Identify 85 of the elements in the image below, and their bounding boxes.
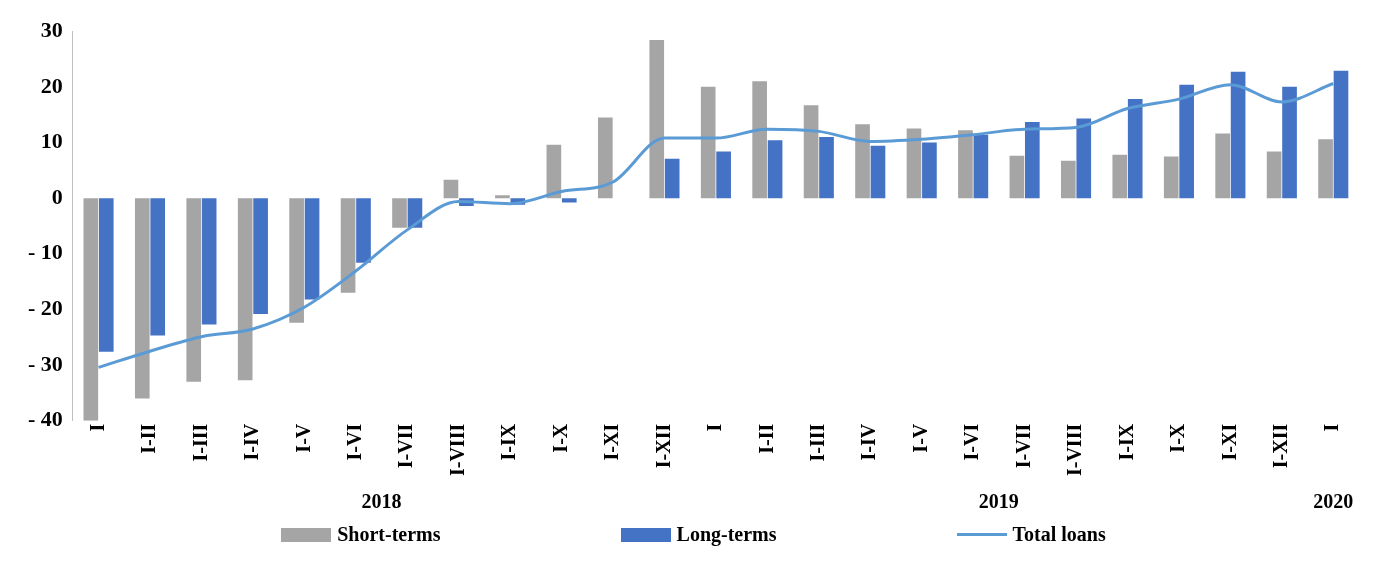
legend-label: Short-terms xyxy=(337,523,441,546)
x-tick-label: I-VII xyxy=(1011,423,1034,469)
bar xyxy=(443,179,459,199)
y-tick-label: - 20 xyxy=(28,295,63,321)
bar xyxy=(98,198,114,352)
x-tick-label: I-VII xyxy=(394,423,417,469)
text: 2019 xyxy=(978,490,1019,513)
bar xyxy=(1282,86,1297,199)
bar xyxy=(664,158,680,199)
bar xyxy=(356,198,371,263)
bar xyxy=(495,195,510,199)
bar xyxy=(973,134,989,199)
bar xyxy=(237,198,253,381)
y-tick-label: - 30 xyxy=(28,350,63,376)
bar xyxy=(870,145,886,199)
x-tick-label: I-IX xyxy=(1114,423,1137,461)
bar xyxy=(253,198,268,314)
bar xyxy=(134,198,150,399)
y-tick-label: 20 xyxy=(40,72,63,98)
bar xyxy=(1163,156,1179,199)
x-tick-label: I-IV xyxy=(240,423,263,461)
x-tick-label: I-XI xyxy=(600,423,623,461)
bar xyxy=(1179,84,1194,199)
x-tick-label: I-VI xyxy=(960,423,983,461)
y-tick-label: 10 xyxy=(40,128,63,154)
x-tick-label: I-II xyxy=(754,423,777,454)
bar xyxy=(1009,155,1025,199)
x-tick-label: I-X xyxy=(548,423,571,453)
x-tick-label: I-V xyxy=(908,423,931,453)
bar xyxy=(304,198,320,300)
y-tick-label: 30 xyxy=(40,16,63,42)
x-tick-label: I-VI xyxy=(342,423,365,461)
x-tick-label: I-IX xyxy=(497,423,520,461)
bar xyxy=(83,198,99,421)
bar xyxy=(700,86,716,199)
bar xyxy=(1333,70,1349,199)
bar xyxy=(803,105,819,199)
bar xyxy=(1215,133,1230,199)
bar xyxy=(752,81,767,199)
bar xyxy=(1318,139,1333,199)
bar xyxy=(289,198,304,323)
text: 2020 xyxy=(1313,490,1354,513)
x-tick-label: I-II xyxy=(137,423,160,454)
x-tick-label: I xyxy=(703,423,726,432)
bar xyxy=(597,117,613,199)
x-tick-label: I-XII xyxy=(1269,423,1291,469)
x-tick-label: I-XI xyxy=(1217,423,1240,461)
x-tick-label: I-XII xyxy=(651,423,674,469)
bar xyxy=(716,151,731,199)
legend-label: Total loans xyxy=(1012,523,1106,546)
bar xyxy=(649,40,665,199)
bar xyxy=(1112,154,1128,199)
bar xyxy=(1127,99,1143,199)
y-tick-label: 0 xyxy=(51,183,63,209)
bar xyxy=(392,198,407,228)
bar xyxy=(958,130,973,199)
line-series xyxy=(97,82,1335,369)
bar xyxy=(150,198,166,336)
bar xyxy=(1024,121,1040,199)
bar xyxy=(201,198,217,325)
bar xyxy=(767,140,783,199)
x-tick-label: I-III xyxy=(188,423,211,462)
x-tick-label: I-VIII xyxy=(1063,423,1086,477)
x-tick-label: I-VIII xyxy=(445,423,468,477)
bar xyxy=(1230,71,1246,199)
bar xyxy=(186,198,202,382)
x-tick-label: I-III xyxy=(805,423,828,462)
bar xyxy=(1060,160,1076,199)
x-tick-label: I-IV xyxy=(857,423,880,461)
x-tick-label: I-X xyxy=(1166,423,1189,453)
bar xyxy=(855,124,870,199)
text: 2018 xyxy=(361,490,402,513)
bar xyxy=(340,198,356,293)
x-tick-label: I xyxy=(1320,423,1343,432)
legend-label: Long-terms xyxy=(676,523,777,546)
x-tick-label: I-V xyxy=(291,423,314,453)
bar xyxy=(819,136,834,199)
y-tick-label: - 10 xyxy=(28,239,63,265)
bar xyxy=(906,128,922,199)
bar xyxy=(561,198,577,203)
bar xyxy=(922,142,937,199)
x-tick-label: I xyxy=(85,423,108,432)
bar xyxy=(1076,118,1092,199)
y-tick-label: - 40 xyxy=(28,406,63,432)
bar xyxy=(1266,151,1282,199)
